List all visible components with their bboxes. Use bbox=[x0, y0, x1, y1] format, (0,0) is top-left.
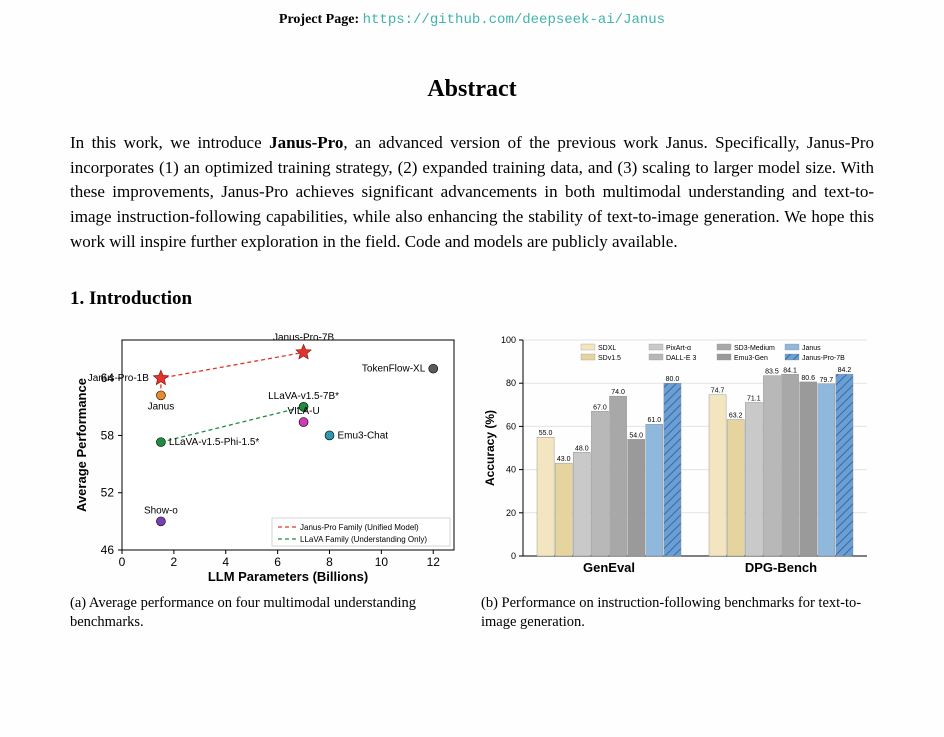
svg-text:74.0: 74.0 bbox=[611, 389, 625, 396]
section-1-heading: 1. Introduction bbox=[70, 288, 874, 310]
svg-text:80.0: 80.0 bbox=[666, 376, 680, 383]
svg-text:PixArt-α: PixArt-α bbox=[666, 345, 691, 352]
figure-1: 02468101246525864LLM Parameters (Billion… bbox=[70, 332, 874, 584]
svg-text:LLaVA-v1.5-7B*: LLaVA-v1.5-7B* bbox=[268, 391, 339, 402]
svg-text:60: 60 bbox=[506, 422, 516, 432]
svg-text:54.0: 54.0 bbox=[629, 433, 643, 440]
svg-text:67.0: 67.0 bbox=[593, 404, 607, 411]
caption-a: (a) Average performance on four multimod… bbox=[70, 594, 463, 632]
svg-text:Janus-Pro-7B: Janus-Pro-7B bbox=[802, 355, 845, 362]
abstract-pre: In this work, we introduce bbox=[70, 133, 269, 152]
svg-text:84.1: 84.1 bbox=[783, 368, 797, 375]
svg-text:6: 6 bbox=[274, 555, 281, 569]
svg-text:LLaVA-v1.5-Phi-1.5*: LLaVA-v1.5-Phi-1.5* bbox=[169, 437, 260, 448]
svg-text:46: 46 bbox=[101, 543, 115, 557]
svg-text:DPG-Bench: DPG-Bench bbox=[745, 560, 817, 575]
project-page-line: Project Page: https://github.com/deepsee… bbox=[70, 12, 874, 28]
abstract-bold: Janus-Pro bbox=[269, 133, 343, 152]
svg-text:80.6: 80.6 bbox=[801, 375, 815, 382]
figure-captions: (a) Average performance on four multimod… bbox=[70, 594, 874, 632]
abstract-heading: Abstract bbox=[70, 76, 874, 103]
svg-text:TokenFlow-XL: TokenFlow-XL bbox=[362, 364, 426, 375]
svg-text:83.5: 83.5 bbox=[765, 369, 779, 376]
svg-text:12: 12 bbox=[427, 555, 441, 569]
svg-text:Average Performance: Average Performance bbox=[74, 378, 89, 512]
svg-text:40: 40 bbox=[506, 465, 516, 475]
caption-b: (b) Performance on instruction-following… bbox=[481, 594, 874, 632]
svg-text:0: 0 bbox=[511, 551, 516, 561]
svg-text:74.7: 74.7 bbox=[711, 388, 725, 395]
svg-text:Show-o: Show-o bbox=[144, 506, 178, 517]
svg-text:Janus: Janus bbox=[148, 402, 175, 413]
svg-text:43.0: 43.0 bbox=[557, 456, 571, 463]
svg-text:0: 0 bbox=[119, 555, 126, 569]
svg-text:20: 20 bbox=[506, 508, 516, 518]
svg-text:48.0: 48.0 bbox=[575, 446, 589, 453]
svg-text:79.7: 79.7 bbox=[820, 377, 834, 384]
svg-text:Janus-Pro-7B: Janus-Pro-7B bbox=[273, 333, 334, 344]
svg-text:VILA-U: VILA-U bbox=[287, 406, 319, 417]
svg-text:Accuracy (%): Accuracy (%) bbox=[483, 410, 497, 486]
svg-text:Janus-Pro-1B: Janus-Pro-1B bbox=[88, 373, 149, 384]
svg-text:GenEval: GenEval bbox=[583, 560, 635, 575]
project-label: Project Page: bbox=[279, 12, 359, 27]
bar-chart: 0 20 40 60 80 100 Accuracy (%) 55.0 43.0 48.0 67.0… bbox=[481, 332, 873, 584]
svg-text:52: 52 bbox=[101, 486, 115, 500]
svg-text:SDv1.5: SDv1.5 bbox=[598, 355, 621, 362]
svg-text:8: 8 bbox=[326, 555, 333, 569]
svg-text:63.2: 63.2 bbox=[729, 413, 743, 420]
svg-text:58: 58 bbox=[101, 429, 115, 443]
svg-text:61.0: 61.0 bbox=[648, 417, 662, 424]
svg-text:Janus-Pro Family (Unified Mode: Janus-Pro Family (Unified Model) bbox=[300, 523, 419, 532]
svg-text:71.1: 71.1 bbox=[747, 396, 761, 403]
svg-text:80: 80 bbox=[506, 378, 516, 388]
figure-1a-scatter: 02468101246525864LLM Parameters (Billion… bbox=[70, 332, 463, 584]
figure-1b-bars: 0 20 40 60 80 100 Accuracy (%) 55.0 43.0 48.0 67.0… bbox=[481, 332, 874, 584]
project-link[interactable]: https://github.com/deepseek-ai/Janus bbox=[363, 12, 665, 28]
svg-text:2: 2 bbox=[171, 555, 178, 569]
svg-text:DALL-E 3: DALL-E 3 bbox=[666, 355, 696, 362]
svg-text:10: 10 bbox=[375, 555, 389, 569]
abstract-text: In this work, we introduce Janus-Pro, an… bbox=[70, 131, 874, 254]
svg-text:Emu3-Chat: Emu3-Chat bbox=[338, 431, 389, 442]
svg-text:SD3-Medium: SD3-Medium bbox=[734, 345, 775, 352]
svg-text:Janus: Janus bbox=[802, 345, 821, 352]
svg-text:LLaVA Family (Understanding On: LLaVA Family (Understanding Only) bbox=[300, 535, 427, 544]
svg-text:84.2: 84.2 bbox=[838, 367, 852, 374]
svg-text:Emu3-Gen: Emu3-Gen bbox=[734, 355, 768, 362]
svg-text:SDXL: SDXL bbox=[598, 345, 616, 352]
svg-text:LLM Parameters (Billions): LLM Parameters (Billions) bbox=[208, 569, 368, 584]
svg-text:55.0: 55.0 bbox=[539, 430, 553, 437]
scatter-plot: 02468101246525864LLM Parameters (Billion… bbox=[70, 332, 462, 584]
svg-text:4: 4 bbox=[222, 555, 229, 569]
svg-text:100: 100 bbox=[501, 335, 516, 345]
